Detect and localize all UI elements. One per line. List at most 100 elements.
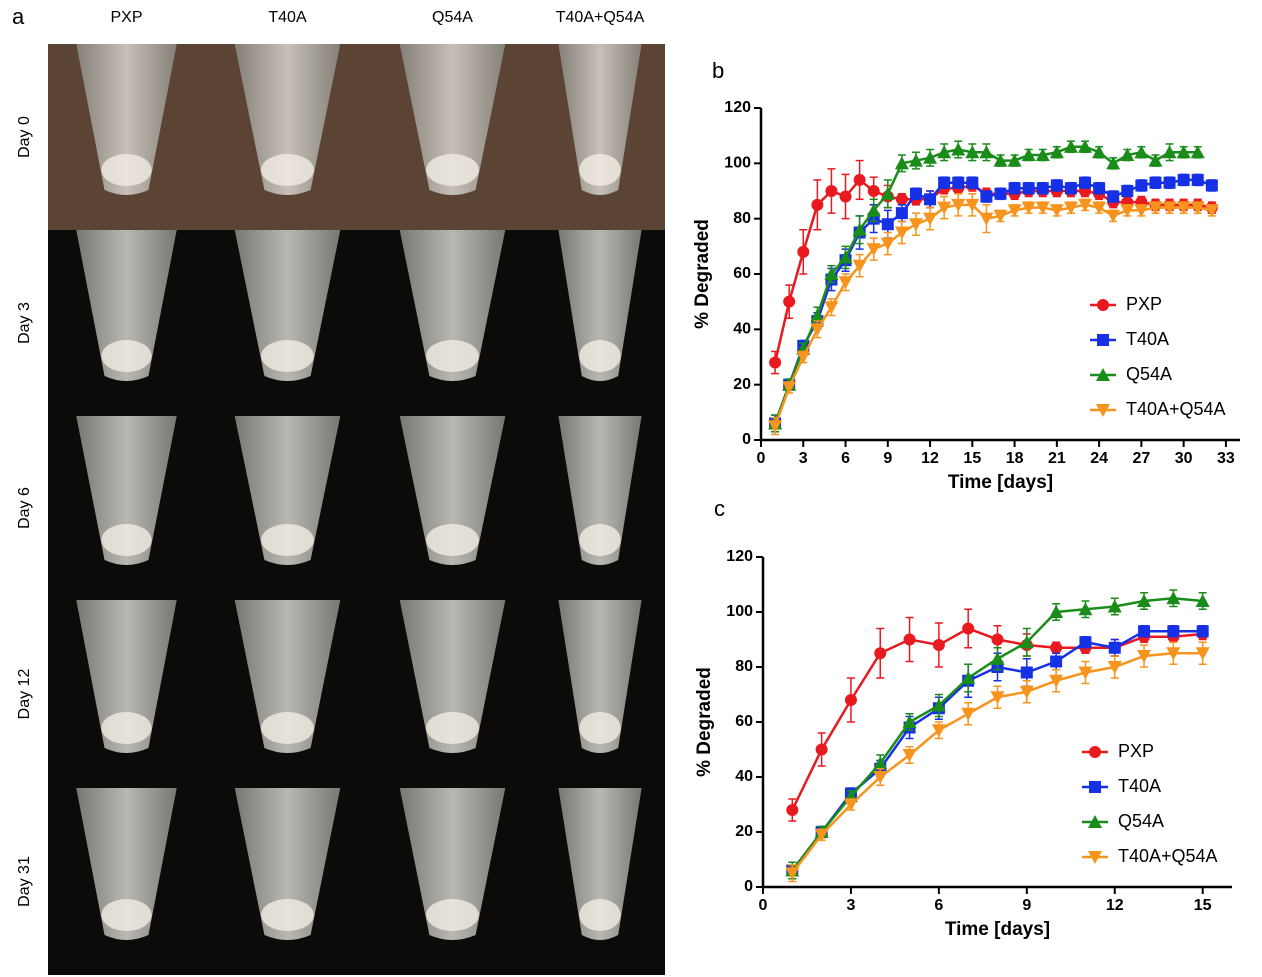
- marker: [1036, 182, 1049, 195]
- marker: [1148, 153, 1163, 167]
- marker: [1134, 145, 1149, 159]
- marker: [1022, 182, 1035, 195]
- sample: [101, 340, 152, 372]
- marker: [1107, 661, 1122, 674]
- tube: [234, 416, 341, 565]
- marker: [909, 187, 922, 200]
- marker: [1007, 204, 1022, 218]
- x-tick-label: 6: [841, 450, 850, 467]
- marker: [852, 259, 867, 273]
- marker: [1019, 685, 1034, 699]
- row-label: Day 12: [16, 669, 33, 720]
- marker: [1204, 204, 1219, 218]
- x-axis-title: Time [days]: [948, 472, 1053, 493]
- x-tick-label: 12: [921, 450, 939, 467]
- marker: [894, 226, 909, 240]
- marker: [1176, 145, 1191, 159]
- x-tick-label: 6: [934, 897, 943, 914]
- marker: [843, 798, 858, 812]
- marker: [990, 691, 1005, 705]
- marker: [1120, 204, 1135, 218]
- row-label: Day 3: [16, 302, 33, 344]
- marker: [1007, 153, 1022, 167]
- marker: [810, 323, 825, 337]
- marker: [990, 651, 1005, 665]
- tube: [558, 600, 642, 753]
- marker: [1107, 190, 1120, 203]
- marker: [880, 237, 895, 251]
- marker: [810, 308, 825, 322]
- marker: [1137, 650, 1152, 663]
- marker: [853, 173, 866, 186]
- y-tick-label: 100: [724, 155, 751, 172]
- legend-marker: [1088, 851, 1102, 864]
- tube: [76, 230, 177, 381]
- marker: [1021, 201, 1036, 215]
- legend-label: T40A: [1126, 329, 1169, 349]
- marker: [1106, 156, 1121, 170]
- tube: [234, 788, 341, 940]
- x-tick-label: 27: [1132, 450, 1150, 467]
- marker: [1138, 625, 1151, 638]
- marker: [1166, 591, 1181, 605]
- marker: [1190, 201, 1205, 215]
- marker: [924, 193, 937, 206]
- panel-label: a: [12, 4, 25, 29]
- y-axis-title: % Degraded: [692, 219, 713, 329]
- sample: [101, 524, 152, 556]
- marker: [1092, 145, 1107, 159]
- y-tick-label: 60: [733, 265, 751, 282]
- legend-label: Q54A: [1126, 364, 1172, 384]
- marker: [1166, 647, 1181, 661]
- row-label: Day 6: [16, 487, 33, 529]
- marker: [1049, 145, 1064, 159]
- marker: [796, 351, 811, 364]
- x-tick-label: 15: [963, 450, 981, 467]
- tube: [76, 44, 177, 195]
- sample: [261, 524, 314, 556]
- tube: [558, 44, 642, 195]
- legend-label: Q54A: [1118, 811, 1164, 831]
- marker: [993, 209, 1008, 223]
- marker: [786, 804, 799, 816]
- y-tick-label: 40: [733, 321, 751, 338]
- y-tick-label: 0: [742, 431, 751, 448]
- marker: [1078, 666, 1093, 680]
- tube: [399, 416, 506, 565]
- tube: [399, 44, 506, 195]
- marker: [1093, 182, 1106, 195]
- tube: [558, 416, 642, 565]
- marker: [1176, 201, 1191, 215]
- tube: [399, 600, 506, 753]
- sample: [261, 340, 314, 372]
- marker: [768, 420, 783, 434]
- marker: [852, 222, 867, 236]
- sample: [101, 712, 152, 744]
- marker: [1049, 674, 1064, 688]
- marker: [994, 187, 1007, 200]
- marker: [908, 153, 923, 167]
- marker: [937, 201, 952, 215]
- marker: [785, 867, 800, 881]
- marker: [1008, 182, 1021, 195]
- marker: [923, 212, 938, 226]
- marker: [979, 145, 994, 159]
- sample: [579, 712, 621, 744]
- marker: [902, 749, 917, 762]
- x-tick-label: 9: [1022, 897, 1031, 914]
- marker: [1149, 176, 1162, 189]
- marker: [811, 198, 824, 211]
- marker: [844, 694, 857, 706]
- marker: [1134, 204, 1149, 218]
- x-tick-label: 21: [1048, 450, 1066, 467]
- sample: [579, 899, 621, 931]
- marker: [1035, 201, 1050, 215]
- marker: [838, 276, 853, 290]
- sample: [426, 712, 479, 744]
- legend-marker: [1089, 746, 1101, 758]
- tube: [76, 600, 177, 753]
- marker: [797, 245, 810, 258]
- marker: [1191, 173, 1204, 186]
- marker: [962, 622, 975, 635]
- marker: [895, 207, 908, 220]
